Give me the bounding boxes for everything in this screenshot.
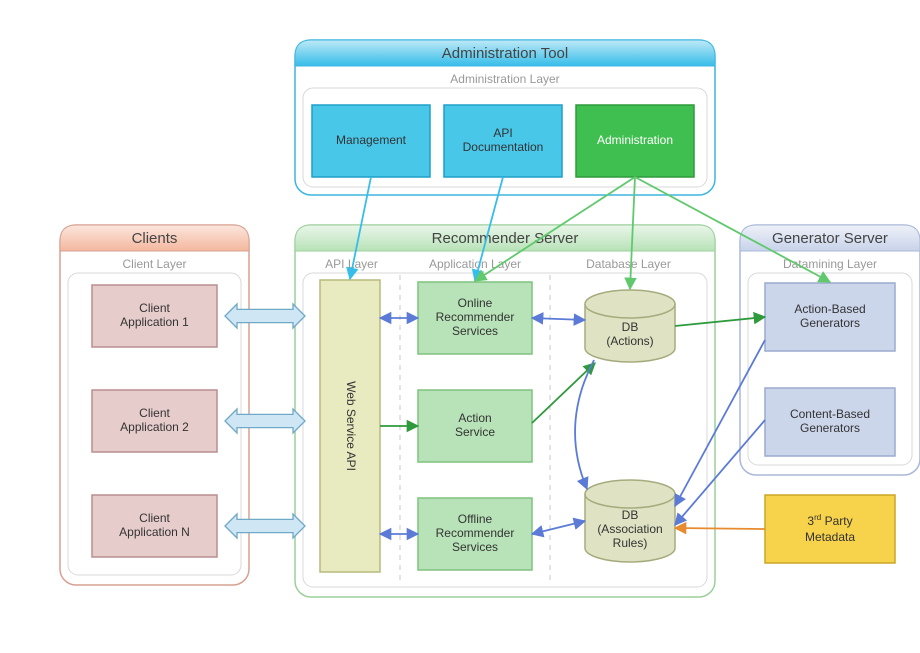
svg-text:Service: Service <box>455 425 495 439</box>
clients-panel: ClientsClient LayerClientApplication 1Cl… <box>60 225 249 585</box>
svg-text:(Actions): (Actions) <box>606 334 653 348</box>
cn: ClientApplication N <box>92 495 217 557</box>
svg-text:Generators: Generators <box>800 316 860 330</box>
svg-text:Documentation: Documentation <box>463 140 544 154</box>
svg-text:Offline: Offline <box>458 512 493 526</box>
ba3 <box>225 514 305 538</box>
dbrules: DB(AssociationRules) <box>585 480 675 562</box>
generator-panel: Generator ServerDatamining LayerAction-B… <box>740 225 920 475</box>
recommender-panel: Recommender ServerAPI LayerApplication L… <box>295 225 715 597</box>
cntgen: Content-BasedGenerators <box>765 388 895 456</box>
svg-text:Services: Services <box>452 324 498 338</box>
svg-text:Database Layer: Database Layer <box>586 257 671 271</box>
svg-text:Administration Layer: Administration Layer <box>450 72 559 86</box>
svg-text:Management: Management <box>336 133 407 147</box>
svg-text:Client: Client <box>139 511 170 525</box>
c2: ClientApplication 2 <box>92 390 217 452</box>
svg-text:API: API <box>493 126 512 140</box>
svg-text:Client: Client <box>139 406 170 420</box>
c1: ClientApplication 1 <box>92 285 217 347</box>
actgen: Action-BasedGenerators <box>765 283 895 351</box>
adminbox: Administration <box>576 105 694 177</box>
svg-text:Online: Online <box>458 296 493 310</box>
offline: OfflineRecommenderServices <box>418 498 532 570</box>
dbact: DB(Actions) <box>585 290 675 362</box>
svg-text:Client Layer: Client Layer <box>122 257 186 271</box>
svg-text:DB: DB <box>622 508 639 522</box>
svg-text:Application 1: Application 1 <box>120 315 189 329</box>
mgmt: Management <box>312 105 430 177</box>
ba2 <box>225 409 305 433</box>
svg-text:Metadata: Metadata <box>805 530 855 544</box>
svg-text:DB: DB <box>622 320 639 334</box>
svg-text:Recommender: Recommender <box>436 526 515 540</box>
svg-text:Rules): Rules) <box>613 536 648 550</box>
svg-text:Clients: Clients <box>132 230 178 247</box>
admin-panel: Administration Tool Administration Layer M… <box>295 40 715 195</box>
wsapi: Web Service API <box>320 280 380 572</box>
svg-text:Recommender: Recommender <box>436 310 515 324</box>
ba1 <box>225 304 305 328</box>
thirdp: 3rd PartyMetadata <box>765 495 895 563</box>
svg-text:Application 2: Application 2 <box>120 420 189 434</box>
svg-text:(Association: (Association <box>597 522 662 536</box>
svg-text:Web Service API: Web Service API <box>344 381 358 471</box>
online: OnlineRecommenderServices <box>418 282 532 354</box>
svg-text:Content-Based: Content-Based <box>790 407 870 421</box>
e16 <box>675 528 765 529</box>
svg-text:Action: Action <box>458 411 491 425</box>
svg-text:Administration: Administration <box>597 133 673 147</box>
svg-text:Administration Tool: Administration Tool <box>442 45 568 62</box>
svg-text:Application N: Application N <box>119 525 190 539</box>
svg-text:Generators: Generators <box>800 421 860 435</box>
svg-text:Client: Client <box>139 301 170 315</box>
action: ActionService <box>418 390 532 462</box>
svg-text:Action-Based: Action-Based <box>794 302 865 316</box>
apidoc: APIDocumentation <box>444 105 562 177</box>
svg-text:Services: Services <box>452 540 498 554</box>
svg-text:Recommender Server: Recommender Server <box>432 230 579 247</box>
svg-text:Generator Server: Generator Server <box>772 230 888 247</box>
